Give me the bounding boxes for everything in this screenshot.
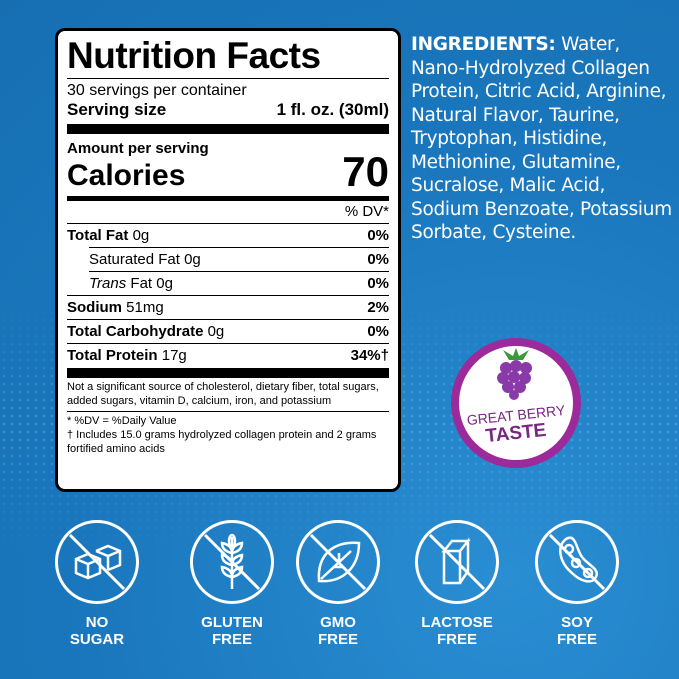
dv-header: % DV* (344, 203, 389, 220)
nutrition-title: Nutrition Facts (67, 35, 389, 79)
row-name-suffix: Fat (130, 275, 153, 292)
milk-carton-icon (428, 533, 486, 591)
serving-size-value: 1 fl. oz. (30ml) (276, 100, 389, 119)
row-dv: 34%† (350, 347, 389, 364)
claim-line1: SOY (561, 614, 593, 631)
row-name: Total Protein (67, 347, 158, 364)
claim-line2: FREE (317, 631, 358, 648)
claim-line1: GMO (320, 614, 356, 631)
ingredients-label: INGREDIENTS: (411, 34, 556, 55)
row-name: Sodium (67, 299, 122, 316)
row-name: Saturated Fat (89, 251, 180, 268)
claim-line2: FREE (556, 631, 597, 648)
row-dv: 0% (367, 275, 389, 292)
claim-line1: GLUTEN (201, 614, 263, 631)
row-dv: 0% (367, 323, 389, 340)
claim-gluten-free: GLUTEN FREE (187, 520, 277, 648)
claim-line2: FREE (436, 631, 477, 648)
footnote-protein: † Includes 15.0 grams hydrolyzed collage… (67, 429, 377, 455)
row-name: Trans (89, 275, 127, 292)
footnote-dv: * %DV = %Daily Value (67, 415, 177, 427)
row-name: Total Carbohydrate (67, 323, 204, 340)
ingredients-text: Water, Nano-Hydrolyzed Collagen Protein,… (411, 34, 672, 243)
row-amount: 0g (132, 227, 150, 244)
sugar-cubes-icon (68, 533, 126, 591)
claim-lactose-free: LACTOSE FREE (412, 520, 502, 648)
great-berry-taste-badge: GREAT BERRY TASTE (451, 338, 581, 468)
row-amount: 0g (184, 251, 201, 268)
calories-value: 70 (342, 148, 389, 195)
wheat-icon (203, 533, 261, 591)
claim-no-sugar: NO SUGAR (52, 520, 142, 648)
row-dv: 2% (367, 299, 389, 316)
claim-line2: SUGAR (69, 631, 125, 648)
nutrition-facts-panel: Nutrition Facts 30 servings per containe… (55, 28, 401, 492)
row-amount: 17g (161, 347, 187, 364)
amount-per-serving: Amount per serving (67, 140, 209, 157)
servings-per-container: 30 servings per container (67, 82, 247, 99)
serving-size-label: Serving size (67, 100, 167, 119)
row-dv: 0% (367, 227, 389, 244)
ingredients: INGREDIENTS: Water, Nano-Hydrolyzed Coll… (411, 33, 676, 245)
row-name: Total Fat (67, 227, 129, 244)
row-dv: 0% (367, 251, 389, 268)
claim-line1: NO (85, 614, 109, 631)
raspberry-icon (497, 348, 532, 400)
leaf-icon (309, 533, 367, 591)
calories-label: Calories (67, 159, 186, 192)
claim-soy-free: SOY FREE (532, 520, 622, 648)
row-amount: 0g (156, 275, 173, 292)
nutrition-note: Not a significant source of cholesterol,… (67, 378, 389, 412)
row-amount: 0g (207, 323, 225, 340)
row-amount: 51mg (126, 299, 164, 316)
claim-gmo-free: GMO FREE (293, 520, 383, 648)
claim-line1: LACTOSE (421, 614, 493, 631)
claim-line2: FREE (211, 631, 252, 648)
soybean-icon (548, 533, 606, 591)
